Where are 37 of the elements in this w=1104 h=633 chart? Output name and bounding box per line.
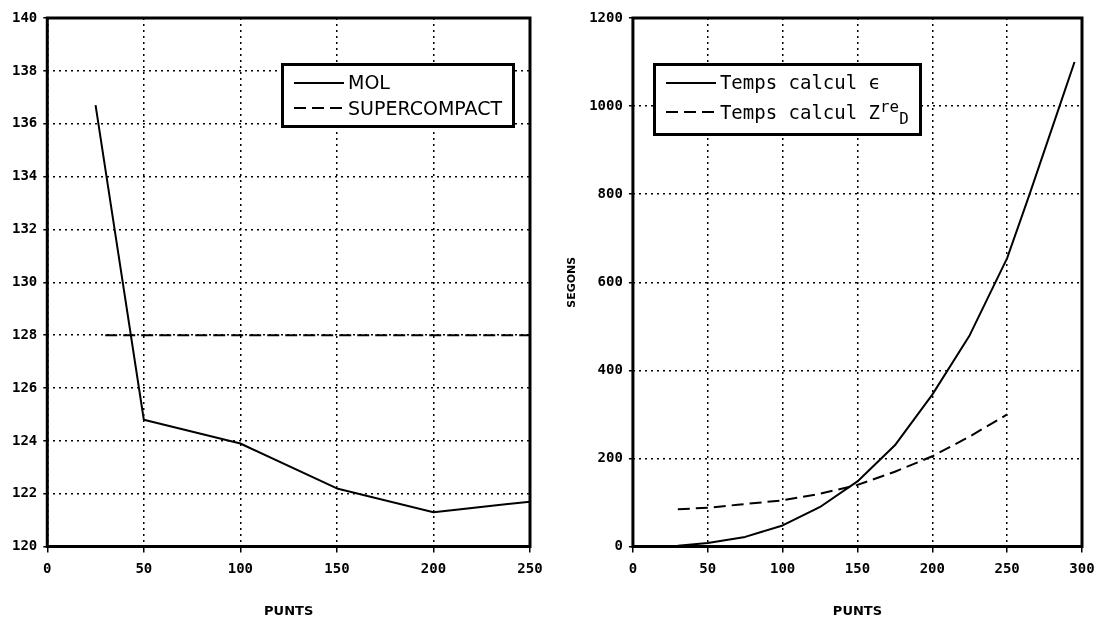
legend-label: SUPERCOMPACT xyxy=(348,95,503,121)
x-tick-label: 50 xyxy=(699,559,717,576)
x-tick-label: 100 xyxy=(769,559,796,576)
y-tick-label: 140 xyxy=(11,8,38,25)
y-tick-label: 800 xyxy=(597,184,623,201)
legend-label: MOL xyxy=(348,70,390,95)
y-tick-label: 400 xyxy=(597,361,623,378)
x-tick-label: 100 xyxy=(227,559,254,576)
y-tick-label: 200 xyxy=(597,449,623,466)
x-tick-label: 150 xyxy=(324,559,350,576)
y-tick-label: 128 xyxy=(11,325,38,342)
y-tick-label: 1000 xyxy=(589,96,623,113)
x-axis-title: PUNTS xyxy=(264,602,314,618)
y-tick-label: 600 xyxy=(597,272,623,289)
y-tick-label: 138 xyxy=(11,61,38,78)
y-axis-title: SEGONS xyxy=(565,256,579,308)
y-tick-label: 134 xyxy=(11,167,38,184)
x-tick-label: 250 xyxy=(517,559,543,576)
x-axis-title: PUNTS xyxy=(832,602,883,618)
y-tick-label: 122 xyxy=(11,484,38,501)
x-tick-label: 300 xyxy=(1069,559,1095,576)
x-tick-label: 50 xyxy=(135,559,153,576)
x-tick-label: 200 xyxy=(420,559,447,576)
y-tick-label: 124 xyxy=(11,431,38,448)
y-tick-label: 1200 xyxy=(589,8,623,25)
y-tick-label: 126 xyxy=(11,378,38,395)
x-tick-label: 0 xyxy=(628,559,638,576)
x-tick-label: 0 xyxy=(43,559,52,576)
y-tick-label: 0 xyxy=(614,537,623,554)
x-tick-label: 200 xyxy=(919,559,945,576)
x-tick-label: 250 xyxy=(994,559,1020,576)
y-tick-label: 120 xyxy=(11,537,38,554)
legend-label: Temps calcul ϵ xyxy=(719,70,881,95)
y-tick-label: 136 xyxy=(11,114,38,131)
x-tick-label: 150 xyxy=(844,559,871,576)
y-tick-label: 130 xyxy=(11,272,38,289)
y-tick-label: 132 xyxy=(11,220,38,237)
